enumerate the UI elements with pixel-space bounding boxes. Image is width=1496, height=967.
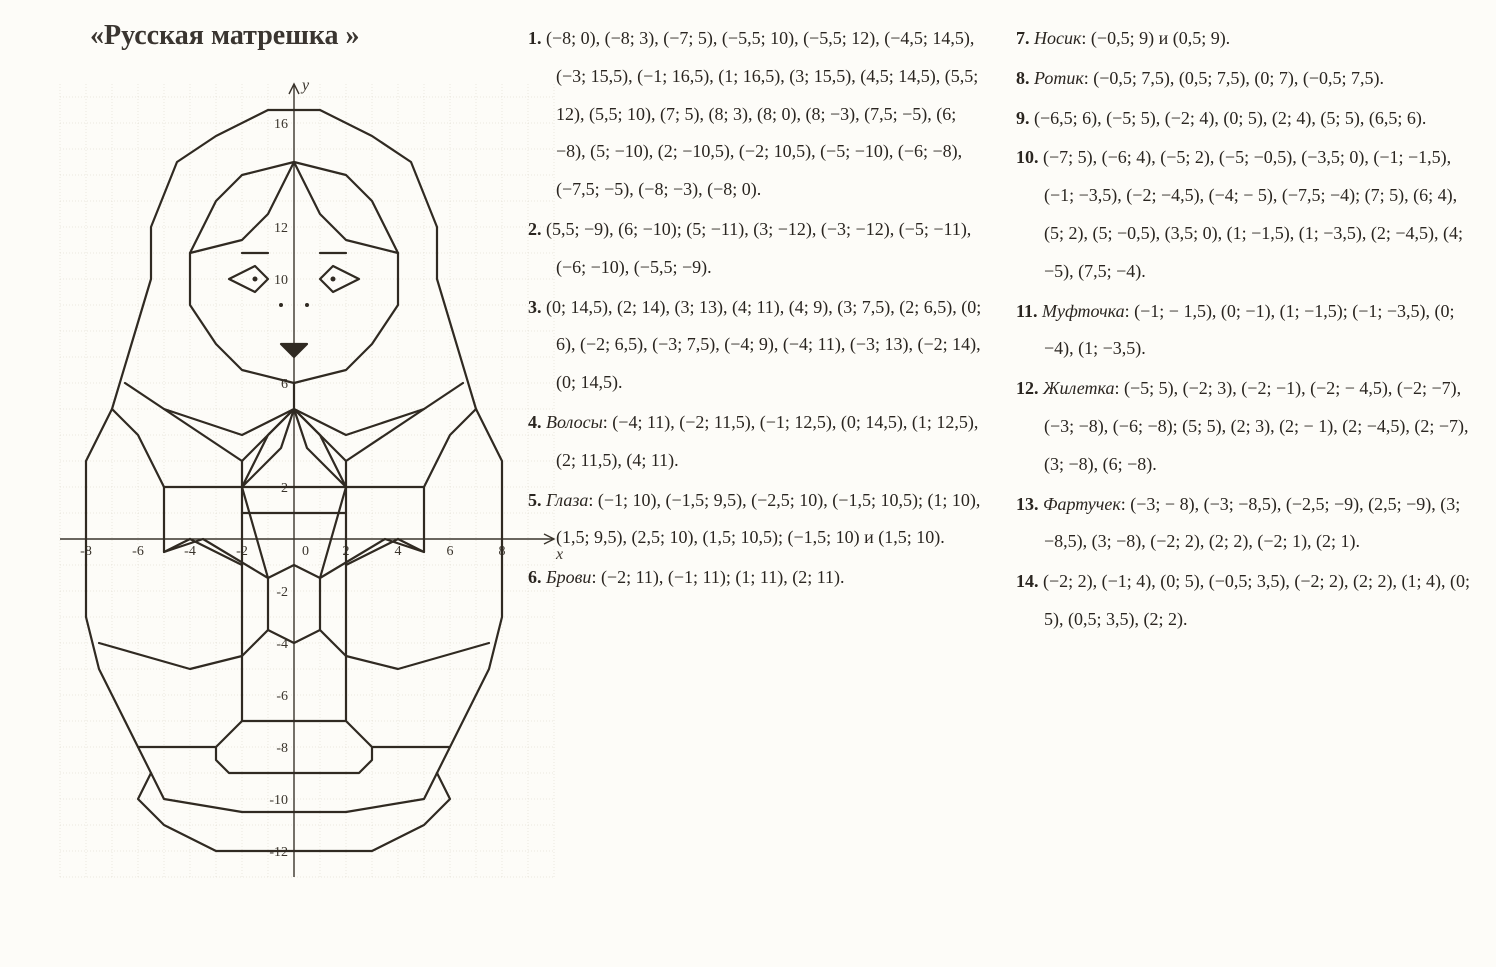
svg-text:2: 2: [281, 481, 288, 496]
list-item: 13. Фартучек: (−3; − 8), (−3; −8,5), (−2…: [1008, 486, 1476, 562]
svg-text:16: 16: [274, 117, 288, 132]
svg-text:-6: -6: [132, 544, 144, 559]
list-item: 9. (−6,5; 6), (−5; 5), (−2; 4), (0; 5), …: [1008, 100, 1476, 138]
left-column: «Русская матрешка » -8-6-4-22468-12-10-8…: [20, 20, 500, 897]
svg-text:y: y: [300, 77, 310, 94]
coordinate-lists: 1. (−8; 0), (−8; 3), (−7; 5), (−5,5; 10)…: [520, 20, 1476, 897]
list-column-1: 1. (−8; 0), (−8; 3), (−7; 5), (−5,5; 10)…: [520, 20, 988, 897]
svg-text:10: 10: [274, 273, 288, 288]
svg-text:-2: -2: [276, 585, 288, 600]
list-item: 14. (−2; 2), (−1; 4), (0; 5), (−0,5; 3,5…: [1008, 563, 1476, 639]
chart-container: -8-6-4-22468-12-10-8-6-4-2261012160xy: [20, 64, 500, 897]
svg-text:12: 12: [274, 221, 288, 236]
svg-text:-12: -12: [269, 845, 288, 860]
list-item: 4. Волосы: (−4; 11), (−2; 11,5), (−1; 12…: [520, 404, 988, 480]
list-item: 6. Брови: (−2; 11), (−1; 11); (1; 11), (…: [520, 559, 988, 597]
list-item: 10. (−7; 5), (−6; 4), (−5; 2), (−5; −0,5…: [1008, 139, 1476, 290]
list-item: 7. Носик: (−0,5; 9) и (0,5; 9).: [1008, 20, 1476, 58]
list-item: 1. (−8; 0), (−8; 3), (−7; 5), (−5,5; 10)…: [520, 20, 988, 209]
list-item: 3. (0; 14,5), (2; 14), (3; 13), (4; 11),…: [520, 289, 988, 402]
svg-text:6: 6: [447, 544, 454, 559]
list-item: 2. (5,5; −9), (6; −10); (5; −11), (3; −1…: [520, 211, 988, 287]
list-column-2: 7. Носик: (−0,5; 9) и (0,5; 9).8. Ротик:…: [1008, 20, 1476, 897]
page-title: «Русская матрешка »: [20, 20, 500, 52]
list-item: 11. Муфточка: (−1; − 1,5), (0; −1), (1; …: [1008, 293, 1476, 369]
svg-text:-10: -10: [269, 793, 288, 808]
list-item: 8. Ротик: (−0,5; 7,5), (0,5; 7,5), (0; 7…: [1008, 60, 1476, 98]
svg-text:4: 4: [395, 544, 402, 559]
list-item: 5. Глаза: (−1; 10), (−1,5; 9,5), (−2,5; …: [520, 482, 988, 558]
page: «Русская матрешка » -8-6-4-22468-12-10-8…: [20, 20, 1476, 897]
svg-text:-6: -6: [276, 689, 288, 704]
svg-text:0: 0: [302, 544, 309, 559]
svg-text:-4: -4: [184, 544, 196, 559]
list-item: 12. Жилетка: (−5; 5), (−2; 3), (−2; −1),…: [1008, 370, 1476, 483]
matryoshka-chart: -8-6-4-22468-12-10-8-6-4-2261012160xy: [20, 64, 574, 897]
svg-text:-8: -8: [276, 741, 288, 756]
